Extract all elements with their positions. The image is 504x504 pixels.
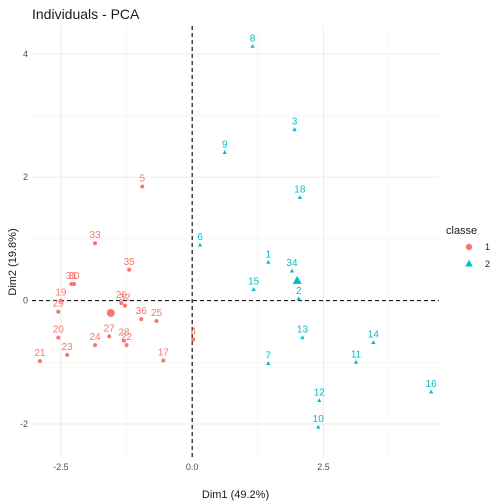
data-point [65,352,70,357]
group-centroid [106,308,115,317]
legend-label: 1 [485,242,490,252]
point-label: 9 [222,140,228,151]
legend-key-circle [465,243,473,251]
point-label: 13 [297,325,309,336]
point-label: 25 [151,308,163,319]
data-point [266,259,271,264]
data-point [37,359,42,364]
x-tick-label: 0.0 [186,462,199,472]
data-point [127,267,132,272]
data-point [222,150,227,154]
x-tick-label: 2.5 [317,462,330,472]
data-point [93,241,98,246]
point-label: 14 [368,330,380,341]
point-label: 4 [190,327,196,338]
data-point [161,358,166,363]
legend-label: 2 [485,259,490,269]
point-label: 34 [286,258,298,269]
point-label: 22 [121,332,133,343]
data-point [292,127,297,132]
data-point [122,303,127,308]
point-label: 23 [62,342,74,353]
data-point [121,338,126,343]
point-label: 11 [351,349,362,360]
data-point [296,296,301,301]
data-point [251,287,256,291]
data-point [428,389,434,394]
data-point [93,343,98,348]
point-label: 17 [158,347,170,358]
data-point [72,281,77,286]
point-label: 29 [53,299,65,310]
point-label: 20 [53,325,65,336]
point-label: 3 [292,117,298,128]
plot-panel [32,26,439,458]
point-label: 1 [266,249,272,260]
data-point [107,334,112,339]
legend-key-triangle [465,259,473,267]
point-label: 21 [34,348,46,359]
point-label: 12 [314,388,326,399]
data-point [154,318,159,323]
point-label: 27 [104,323,116,334]
data-point [124,343,129,348]
point-label: 15 [248,277,260,288]
legend-title: classe [446,225,477,237]
data-point [250,43,255,48]
data-point [371,340,376,345]
data-point [56,309,61,314]
x-tick-label: -2.5 [53,462,69,472]
data-point [266,361,271,366]
data-point [353,359,359,364]
data-point [317,398,322,403]
group-centroid [292,275,302,284]
data-point [300,335,305,340]
point-label: 35 [124,257,136,268]
point-label: 2 [296,286,302,297]
point-label: 19 [55,288,67,299]
data-point [289,268,295,273]
point-label: 5 [140,173,146,184]
point-label: 28 [118,328,130,339]
y-tick-label: -2 [20,419,28,429]
data-point [140,184,145,189]
point-label: 8 [250,33,256,44]
point-label: 31 [66,271,78,282]
point-label: 7 [266,351,272,362]
point-label: 24 [89,332,101,343]
point-label: 10 [313,414,325,425]
point-label: 33 [89,230,101,241]
data-point [297,195,302,200]
y-tick-label: 4 [23,49,28,59]
data-point [316,424,321,429]
y-tick-label: 2 [23,172,28,182]
y-axis-title: Dim2 (19.8%) [7,228,19,295]
data-point [139,317,144,322]
y-tick-label: 0 [23,296,28,306]
data-point [58,298,63,303]
data-point [191,337,196,342]
chart-title: Individuals - PCA [32,6,140,22]
point-label: 30 [68,271,80,282]
data-point [119,301,124,306]
legend: classe 1 2 [446,225,490,269]
data-point [56,335,61,340]
point-label: 26 [116,290,128,301]
data-point [197,242,203,247]
point-label: 18 [294,185,306,196]
x-axis-title: Dim1 (49.2%) [202,489,269,501]
point-label: 6 [197,232,203,243]
point-label: 36 [136,306,148,317]
point-label: 16 [426,379,438,390]
point-label: 32 [119,293,131,304]
